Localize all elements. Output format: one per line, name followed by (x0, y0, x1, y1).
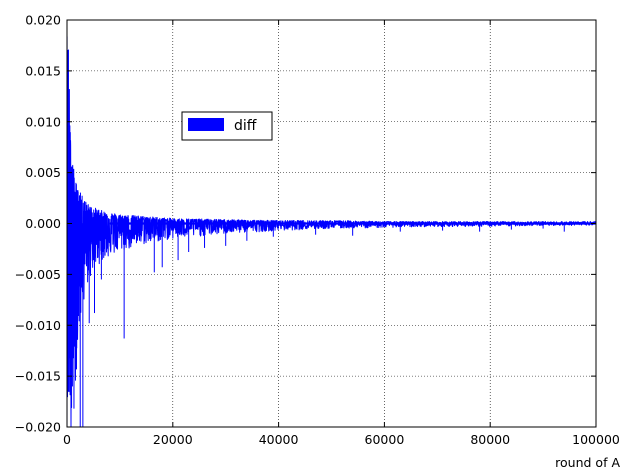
legend-swatch-diff (188, 118, 224, 131)
x-tick-label: 80000 (470, 432, 510, 447)
y-tick-label: 0.015 (25, 63, 61, 78)
y-tick-label: −0.015 (15, 369, 61, 384)
y-tick-label: −0.005 (15, 267, 61, 282)
y-tick-label: 0.005 (25, 165, 61, 180)
x-tick-label: 20000 (153, 432, 193, 447)
x-tick-label: 40000 (259, 432, 299, 447)
y-tick-label: 0.020 (25, 13, 61, 28)
y-tick-label: −0.020 (15, 420, 61, 435)
y-tick-label: 0.010 (25, 114, 61, 129)
y-tick-label: 0.000 (25, 216, 61, 231)
x-tick-label: 0 (63, 432, 71, 447)
series-line-diff (67, 36, 596, 427)
axis-ticks: 0 20000 40000 60000 80000 100000 0.020 0.015 0.0… (15, 13, 620, 448)
x-tick-label: 60000 (365, 432, 405, 447)
legend-label-diff: diff (234, 118, 257, 134)
series-diff (67, 36, 596, 427)
y-tick-label: −0.010 (15, 318, 61, 333)
legend: diff (181, 111, 273, 141)
x-tick-label: 100000 (572, 432, 620, 447)
x-axis-label: round of A (555, 455, 620, 470)
